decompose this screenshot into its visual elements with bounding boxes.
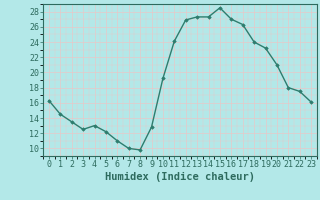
X-axis label: Humidex (Indice chaleur): Humidex (Indice chaleur) (105, 172, 255, 182)
